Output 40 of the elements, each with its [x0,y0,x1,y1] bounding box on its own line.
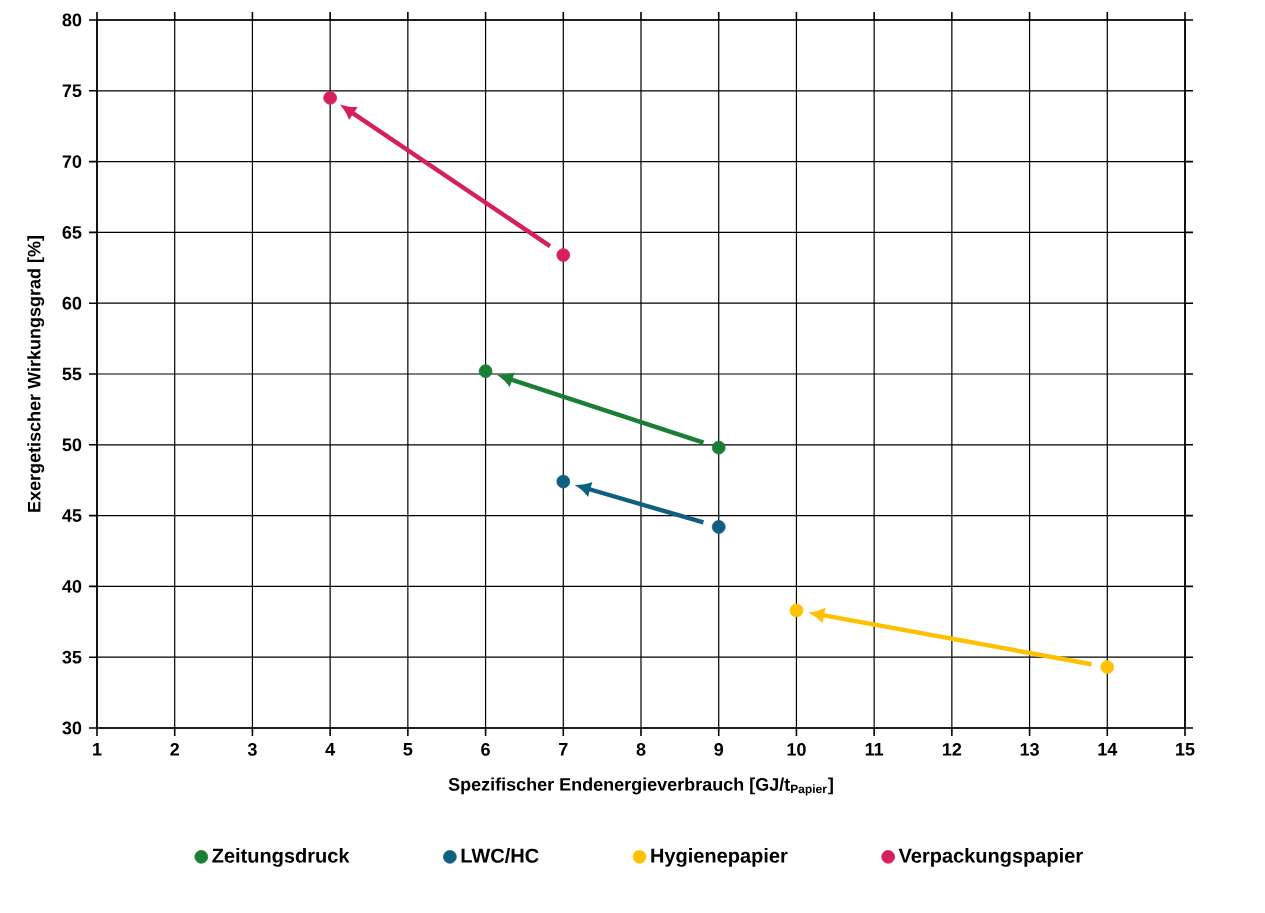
point [556,474,571,489]
legend-label: Hygienepapier [651,848,788,867]
x-tick-label: 14 [1098,743,1118,756]
point [789,603,804,618]
y-tick-label: 50 [62,438,82,452]
y-axis-title: Exergetischer Wirkungsgrad [%] [27,236,45,512]
x-axis-title: Spezifischer Endenergieverbrauch [GJ/t$_{Papier}$] [448,777,833,796]
y-tick-label: 55 [62,367,82,381]
y-tick-label: 75 [62,84,82,98]
x-tick-label: 6 [481,743,490,756]
x-tick-label: 9 [714,743,724,756]
legend-label: LWC/HC [461,848,539,863]
x-tick-label: 7 [559,743,568,756]
y-tick-label: 70 [62,155,82,168]
y-tick-label: 80 [62,13,82,27]
y-tick-label: 45 [62,509,82,522]
x-tick-label: 5 [403,743,413,756]
x-tick-label: 15 [1176,743,1195,756]
point [556,248,571,262]
point [711,520,726,534]
x-tick-label: 11 [865,743,884,756]
y-tick-label: 35 [62,650,82,664]
point [323,91,337,105]
x-tick-label: 10 [787,743,806,756]
legend-label: Zeitungsdruck [212,848,350,867]
y-tick-label: 40 [62,580,82,593]
point [711,440,726,455]
y-tick-label: 30 [62,721,82,735]
point [478,364,493,378]
legend-label: Verpackungspapier [898,848,1083,867]
point [1100,660,1115,674]
y-tick-label: 60 [62,296,82,310]
y-tick-label: 65 [62,226,82,239]
x-tick-label: 8 [636,743,646,756]
x-tick-label: 4 [325,743,336,756]
x-tick-label: 3 [247,743,257,756]
x-tick-label: 13 [1020,743,1039,756]
x-tick-label: 12 [942,743,962,756]
x-tick-label: 1 [93,743,102,756]
x-tick-label: 2 [170,743,179,756]
